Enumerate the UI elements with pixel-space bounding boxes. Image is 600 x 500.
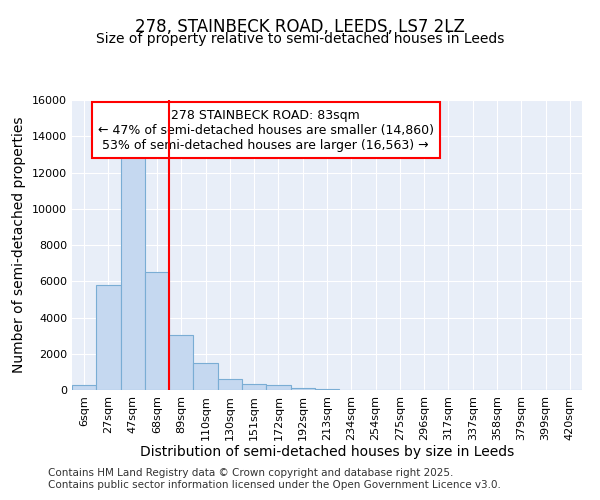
Bar — [266, 386, 290, 390]
X-axis label: Distribution of semi-detached houses by size in Leeds: Distribution of semi-detached houses by … — [140, 446, 514, 460]
Bar — [218, 379, 242, 390]
Bar — [145, 272, 169, 390]
Bar — [290, 388, 315, 390]
Text: 278, STAINBECK ROAD, LEEDS, LS7 2LZ: 278, STAINBECK ROAD, LEEDS, LS7 2LZ — [135, 18, 465, 36]
Bar — [121, 152, 145, 390]
Text: Size of property relative to semi-detached houses in Leeds: Size of property relative to semi-detach… — [96, 32, 504, 46]
Text: 278 STAINBECK ROAD: 83sqm
← 47% of semi-detached houses are smaller (14,860)
53%: 278 STAINBECK ROAD: 83sqm ← 47% of semi-… — [98, 108, 434, 152]
Bar — [169, 334, 193, 390]
Bar — [242, 384, 266, 390]
Bar — [315, 388, 339, 390]
Bar — [96, 285, 121, 390]
Text: Contains HM Land Registry data © Crown copyright and database right 2025.
Contai: Contains HM Land Registry data © Crown c… — [48, 468, 501, 490]
Y-axis label: Number of semi-detached properties: Number of semi-detached properties — [13, 116, 26, 373]
Bar — [193, 363, 218, 390]
Bar — [72, 384, 96, 390]
